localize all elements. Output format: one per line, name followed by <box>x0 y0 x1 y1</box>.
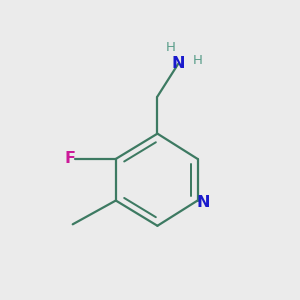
Text: F: F <box>64 152 75 166</box>
Text: H: H <box>193 54 202 67</box>
Text: N: N <box>172 56 185 71</box>
Text: N: N <box>196 194 210 209</box>
Text: H: H <box>166 41 176 54</box>
